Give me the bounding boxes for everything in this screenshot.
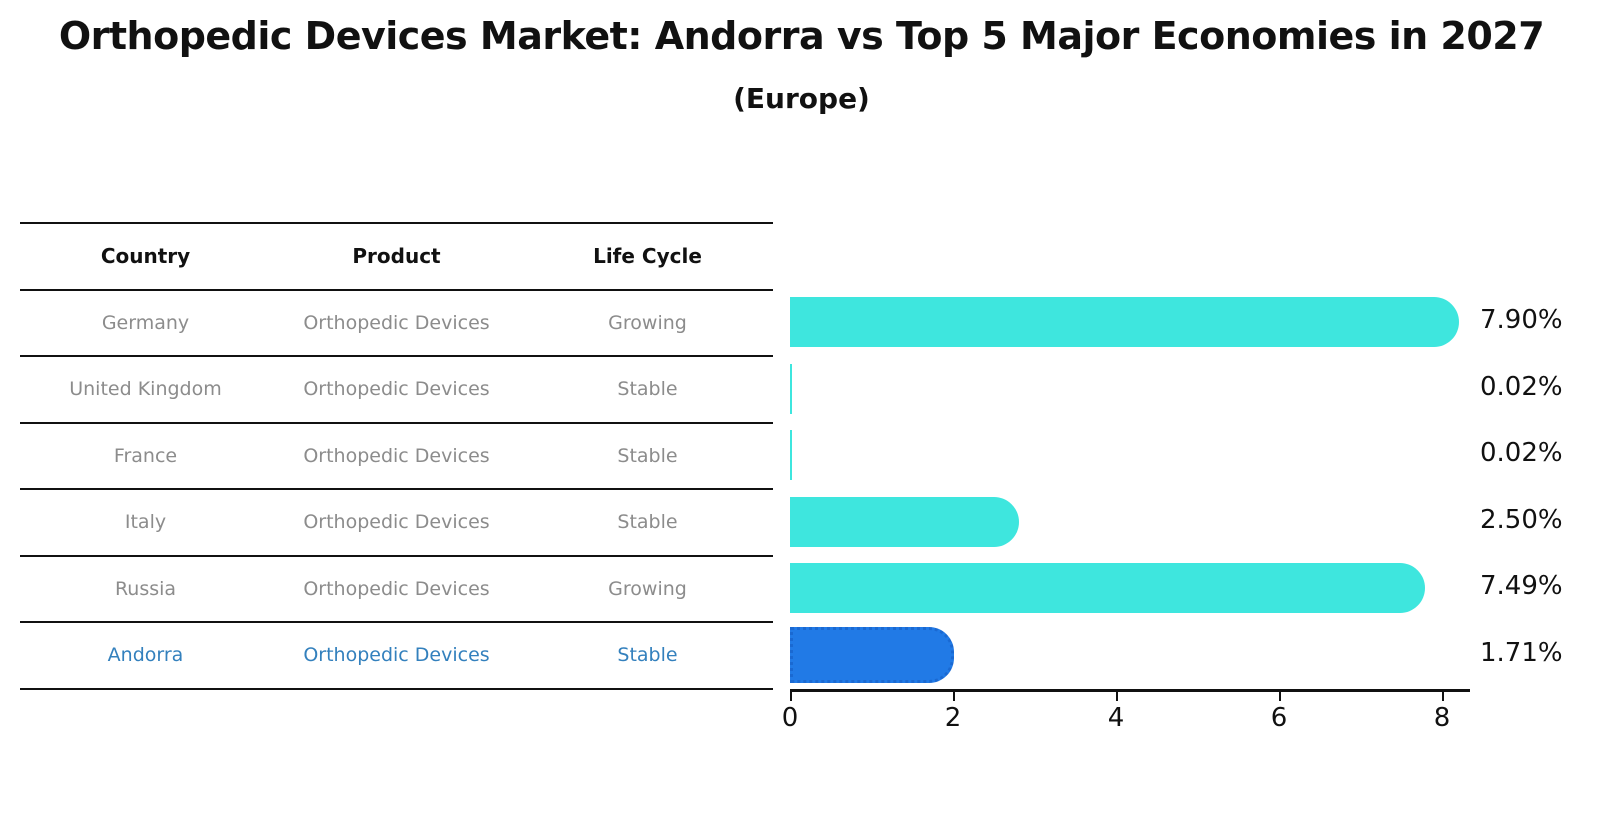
- bar-germany: [790, 297, 1459, 347]
- bar-italy: [790, 496, 1019, 547]
- bar-andorra: [790, 626, 955, 683]
- country-cell: Russia: [114, 577, 177, 600]
- table-row: France Orthopedic Devices Stable: [20, 424, 773, 490]
- x-axis-tick: [953, 692, 955, 701]
- country-cell: United Kingdom: [69, 378, 222, 401]
- x-axis-tick-label: 4: [1107, 703, 1125, 733]
- product-cell: Orthopedic Devices: [303, 511, 490, 534]
- table-header-cell: Life Cycle: [593, 244, 702, 269]
- value-label: 7.49%: [1480, 571, 1563, 602]
- lifecycle-cell: Stable: [617, 644, 678, 667]
- x-axis-line: [790, 689, 1470, 692]
- x-axis-tick: [790, 692, 792, 701]
- bar-united-kingdom: [790, 363, 792, 414]
- lifecycle-cell: Stable: [617, 444, 678, 467]
- product-cell: Orthopedic Devices: [303, 378, 490, 401]
- value-label: 0.02%: [1480, 371, 1563, 402]
- country-cell: Germany: [101, 311, 190, 334]
- table-row: Italy Orthopedic Devices Stable: [20, 490, 773, 557]
- chart-subtitle: (Europe): [733, 82, 870, 115]
- country-comparison-table: Country Product Life Cycle Germany Orthopedi…: [20, 222, 773, 690]
- table-header-cell: Product: [352, 244, 441, 269]
- x-axis-tick: [1279, 692, 1281, 701]
- chart-title: Orthopedic Devices Market: Andorra vs To…: [58, 14, 1545, 58]
- product-cell: Orthopedic Devices: [303, 311, 490, 334]
- country-cell: Italy: [124, 511, 167, 534]
- country-cell: Andorra: [107, 644, 184, 667]
- product-cell: Orthopedic Devices: [303, 577, 490, 600]
- table-header-row: Country Product Life Cycle: [20, 224, 773, 291]
- value-label: 7.90%: [1480, 305, 1563, 336]
- product-cell: Orthopedic Devices: [303, 444, 490, 467]
- table-row: Germany Orthopedic Devices Growing: [20, 291, 773, 357]
- bar-chart: 7.90% 0.02% 0.02% 2.50% 7.49% 1.71% 0 2 4 6 8: [782, 289, 1603, 823]
- x-axis-tick-label: 8: [1433, 703, 1451, 733]
- table-row: Andorra Orthopedic Devices Stable: [20, 623, 773, 690]
- x-axis-tick-label: 0: [781, 703, 799, 733]
- value-label: 0.02%: [1480, 438, 1563, 469]
- table-row: United Kingdom Orthopedic Devices Stable: [20, 357, 773, 424]
- x-axis-tick-label: 6: [1270, 703, 1288, 733]
- lifecycle-cell: Stable: [617, 378, 678, 401]
- lifecycle-cell: Growing: [608, 577, 687, 600]
- table-row: Russia Orthopedic Devices Growing: [20, 557, 773, 623]
- lifecycle-cell: Growing: [608, 311, 687, 334]
- country-cell: France: [113, 444, 178, 467]
- lifecycle-cell: Stable: [617, 511, 678, 534]
- value-label: 1.71%: [1480, 637, 1563, 668]
- value-label: 2.50%: [1480, 504, 1563, 535]
- x-axis-tick: [1116, 692, 1118, 701]
- bar-russia: [790, 563, 1426, 613]
- table-header-cell: Country: [100, 244, 191, 269]
- bar-france: [790, 430, 792, 480]
- x-axis-tick: [1442, 692, 1444, 701]
- x-axis-tick-label: 2: [944, 703, 962, 733]
- product-cell: Orthopedic Devices: [303, 644, 490, 667]
